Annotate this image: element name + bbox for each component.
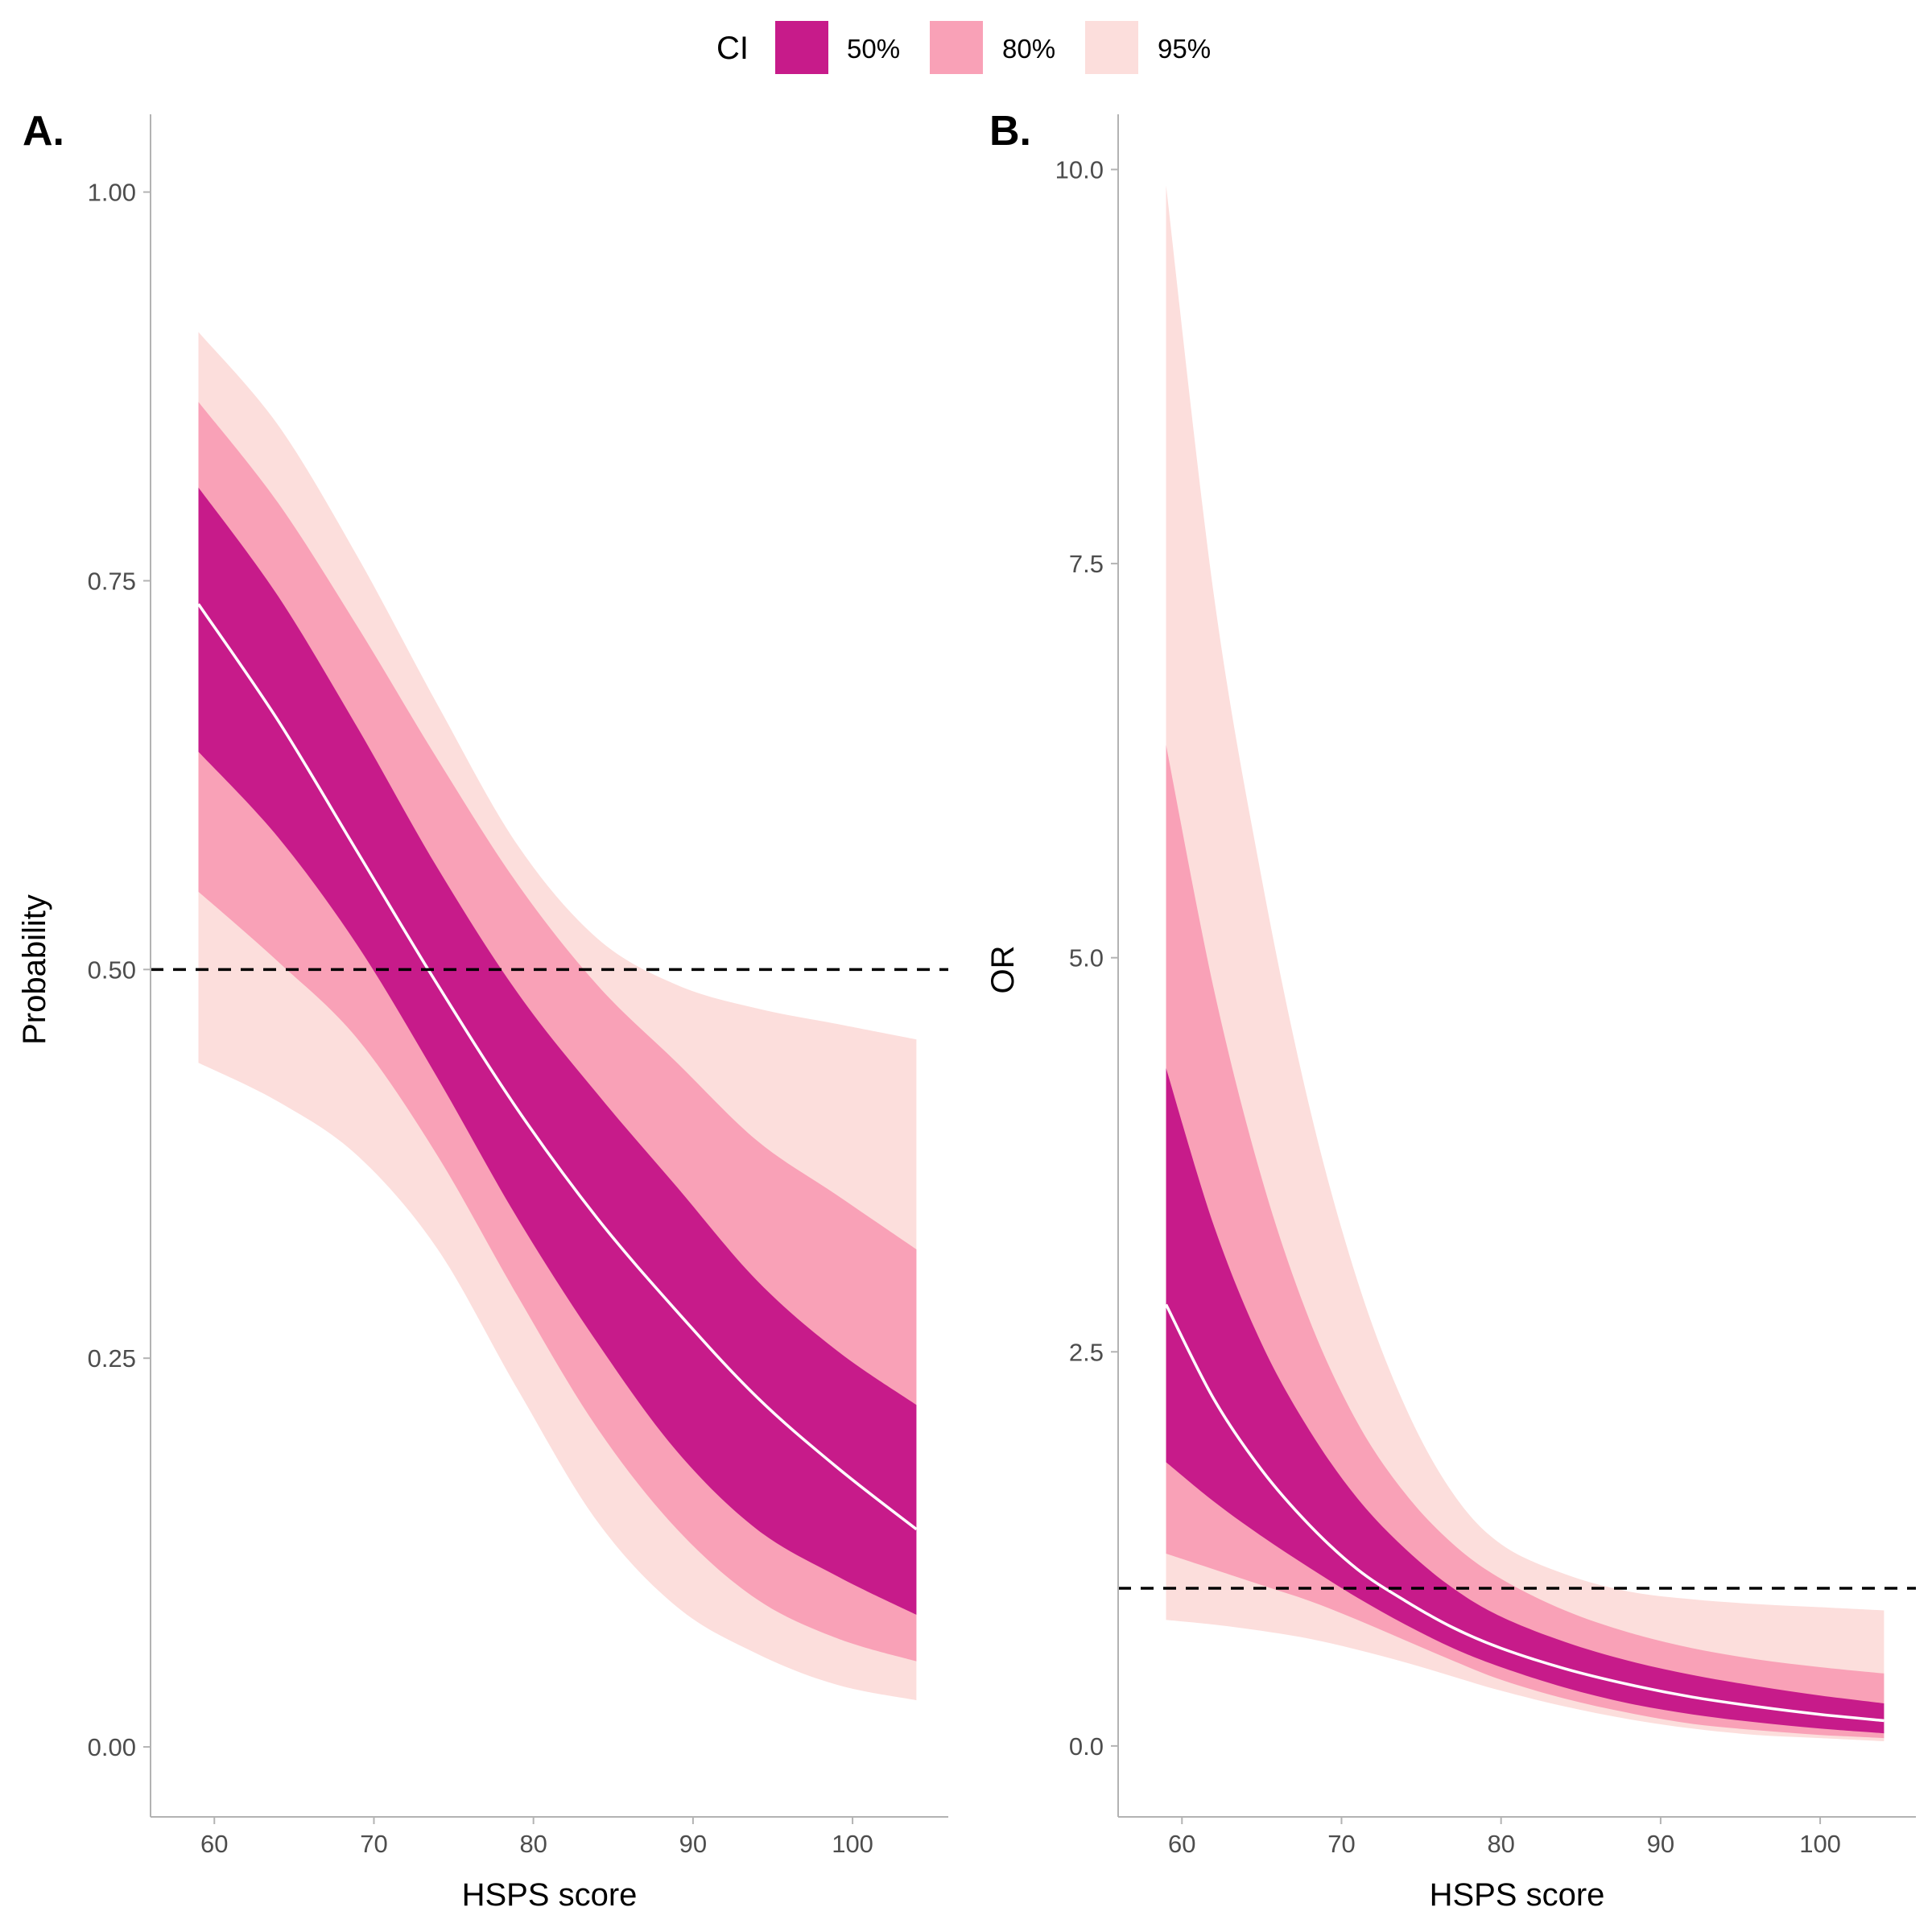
x-axis-title: HSPS score [462, 1877, 638, 1913]
legend-title: CI [716, 31, 749, 66]
ribbon-ci50 [1166, 1067, 1885, 1734]
y-tick-label: 0.0 [1069, 1732, 1104, 1761]
y-tick-label: 0.25 [88, 1344, 136, 1373]
x-tick-label: 60 [1168, 1830, 1195, 1858]
legend: CI 50% 80% 95% [716, 21, 1211, 74]
x-tick-label: 70 [360, 1830, 387, 1858]
x-tick-label: 80 [1487, 1830, 1514, 1858]
legend-swatch-95 [1085, 21, 1138, 74]
panel-a-probability: 0.00 0.25 0.50 0.75 1.00 60 70 80 90 100 HSPS scor… [17, 108, 948, 1913]
legend-swatch-80 [930, 21, 983, 74]
y-tick-label: 2.5 [1069, 1338, 1104, 1366]
y-tick-label: 10.0 [1055, 156, 1104, 184]
x-tick-label: 90 [1647, 1830, 1674, 1858]
y-tick-label: 1.00 [88, 179, 136, 207]
median-line [197, 603, 918, 1531]
x-tick-label: 60 [200, 1830, 228, 1858]
legend-swatch-50 [775, 21, 828, 74]
ribbon-ci50 [198, 487, 917, 1615]
x-tick-label: 70 [1327, 1830, 1355, 1858]
y-tick-label: 0.00 [88, 1733, 136, 1761]
x-tick-label: 80 [519, 1830, 547, 1858]
x-axis-title: HSPS score [1430, 1877, 1605, 1913]
y-tick-label: 7.5 [1069, 550, 1104, 578]
x-tick-label: 100 [1799, 1830, 1841, 1858]
y-axis-title: Probability [17, 894, 52, 1045]
legend-label-80: 80% [1002, 34, 1055, 64]
ribbon-ci95 [1166, 185, 1885, 1742]
panel-b-tag: B. [989, 108, 1031, 155]
y-axis-title: OR [985, 946, 1021, 994]
median-line [1164, 1303, 1885, 1723]
legend-label-50: 50% [847, 34, 900, 64]
panel-a-tag: A. [23, 108, 64, 155]
legend-label-95: 95% [1158, 34, 1211, 64]
y-tick-label: 5.0 [1069, 944, 1104, 972]
y-tick-label: 0.50 [88, 956, 136, 984]
y-tick-label: 0.75 [88, 567, 136, 595]
panel-b-odds-ratio: 0.0 2.5 5.0 7.5 10.0 60 70 80 90 100 HSPS score OR B… [985, 108, 1916, 1913]
x-tick-label: 100 [832, 1830, 873, 1858]
x-tick-label: 90 [679, 1830, 707, 1858]
